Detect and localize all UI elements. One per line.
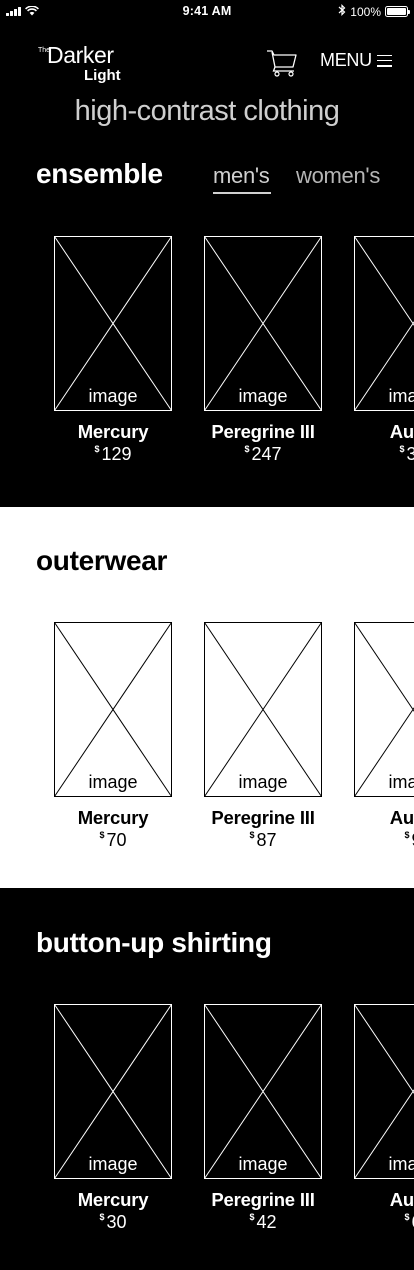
price-value: 32 [406,444,414,464]
product-row-outerwear[interactable]: image Mercury $70 image Peregrine III $8… [0,622,414,862]
signal-icon [6,6,21,16]
product-image-placeholder: image [354,236,414,411]
product-image-placeholder: image [204,1004,322,1179]
product-image-placeholder: image [204,622,322,797]
product-name: Augu [389,807,414,828]
product-price: $70 [24,830,202,851]
menu-icon [376,54,392,67]
product-name: Mercury [77,421,149,442]
product-price: $247 [174,444,352,465]
status-bar: 9:41 AM 100% [0,0,414,24]
currency-symbol: $ [404,830,410,840]
image-label: image [386,1154,414,1174]
battery-percent: 100% [350,4,381,19]
product-image-placeholder: image [54,622,172,797]
product-image-placeholder: image [204,236,322,411]
logo-the: The [38,47,51,54]
image-label: image [86,386,140,406]
price-value: 87 [256,830,277,850]
currency-symbol: $ [399,444,405,454]
logo-light: Light [84,67,121,84]
cart-icon[interactable] [266,49,298,77]
tab-womens[interactable]: women's [296,163,381,188]
battery-icon [385,6,410,17]
tagline: high-contrast clothing [74,95,340,127]
price-value: 30 [106,1212,127,1232]
product-name: Augu [389,1189,414,1210]
product-price: $6 [324,1212,414,1233]
product-price: $42 [174,1212,352,1233]
currency-symbol: $ [404,1212,410,1222]
product-name: Peregrine III [211,421,315,442]
menu-button[interactable]: MENU [320,50,392,71]
price-value: 129 [101,444,132,464]
status-left [6,6,39,16]
product-name: Mercury [77,807,149,828]
currency-symbol: $ [249,830,255,840]
section-title-outerwear: outerwear [36,545,168,576]
bluetooth-icon [338,4,346,19]
price-value: 70 [106,830,127,850]
image-label: image [236,1154,290,1174]
price-value: 9 [412,830,414,850]
product-image-placeholder: image [54,236,172,411]
outerwear-section-background [0,507,414,888]
status-time: 9:41 AM [182,4,232,18]
product-name: Peregrine III [211,807,315,828]
product-price: $129 [24,444,202,465]
product-row-ensemble[interactable]: image Mercury $129 image Peregrine III $… [0,236,414,476]
product-price: $87 [174,830,352,851]
price-value: 247 [251,444,282,464]
image-label: image [86,1154,140,1174]
brand-logo[interactable]: The Darker Light [38,42,138,86]
image-label: image [386,772,414,792]
section-title-ensemble: ensemble [36,158,163,189]
status-right: 100% [338,4,410,19]
image-label: image [236,386,290,406]
section-title-button-up-shirting: button-up shirting [36,927,272,958]
product-image-placeholder: image [354,622,414,797]
currency-symbol: $ [94,444,100,454]
image-label: image [386,386,414,406]
currency-symbol: $ [99,1212,105,1222]
logo-darker: Darker [47,42,114,68]
product-price: $9 [324,830,414,851]
wifi-icon [25,6,39,16]
price-value: 6 [412,1212,414,1232]
product-name: Peregrine III [211,1189,315,1210]
image-label: image [236,772,290,792]
product-name: Augu [389,421,414,442]
product-image-placeholder: image [54,1004,172,1179]
price-value: 42 [256,1212,277,1232]
currency-symbol: $ [99,830,105,840]
product-row-button-up-shirting[interactable]: image Mercury $30 image Peregrine III $4… [0,1004,414,1244]
tab-mens[interactable]: men's [213,163,270,188]
tab-active-underline [213,192,271,194]
image-label: image [86,772,140,792]
product-price: $32 [324,444,414,465]
product-image-placeholder: image [354,1004,414,1179]
product-name: Mercury [77,1189,149,1210]
menu-label: MENU [320,50,372,70]
product-price: $30 [24,1212,202,1233]
currency-symbol: $ [249,1212,255,1222]
currency-symbol: $ [244,444,250,454]
